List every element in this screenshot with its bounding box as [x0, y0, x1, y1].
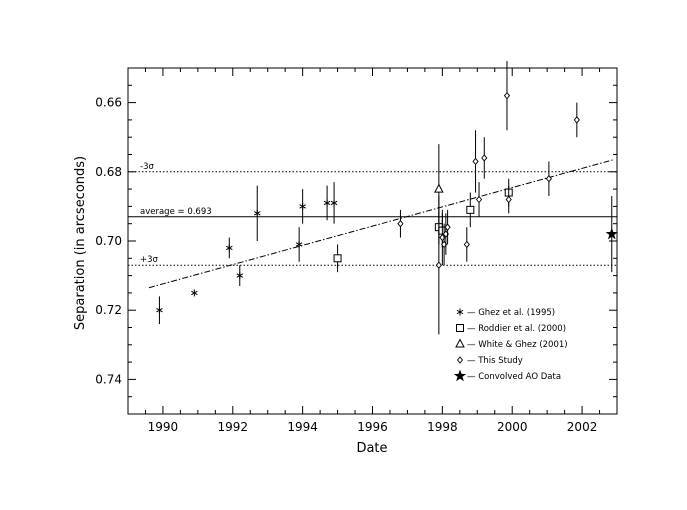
data-point-diamond — [505, 195, 512, 204]
data-point-asterisk — [323, 199, 331, 207]
data-point-diamond — [481, 154, 488, 162]
series-diamond — [397, 61, 580, 335]
series-asterisk — [156, 182, 338, 325]
data-point-asterisk — [295, 240, 303, 248]
diamond-shape — [545, 175, 552, 183]
data-point-diamond — [397, 219, 404, 228]
diamond-shape — [472, 157, 479, 166]
trend-line-group — [148, 159, 614, 289]
data-point-asterisk — [253, 209, 261, 217]
x-tick-label: 1992 — [218, 420, 249, 434]
reference-lines: average = 0.693 -3σ +3σ — [128, 162, 617, 266]
legend-marker-diamond — [456, 356, 464, 364]
square-shape — [333, 254, 342, 263]
legend-entry-label: — Roddier et al. (2000) — [467, 324, 566, 334]
y-tick-label: 0.68 — [95, 165, 122, 179]
data-point-asterisk — [191, 289, 198, 297]
data-point-diamond — [472, 157, 479, 166]
data-point-diamond — [503, 91, 511, 100]
x-tick-label: 1996 — [357, 420, 388, 434]
triangle-shape — [455, 338, 465, 348]
y-tick-label: 0.66 — [95, 96, 122, 110]
y-tick-label: 0.70 — [95, 234, 122, 248]
asterisk-stroke — [299, 204, 306, 209]
trend-line — [148, 159, 614, 289]
legend-marker-square — [456, 324, 464, 332]
asterisk-stroke — [330, 200, 338, 206]
data-point-diamond — [545, 175, 552, 183]
diamond-shape — [573, 116, 580, 124]
asterisk-stroke — [191, 290, 198, 296]
triangle-shape — [434, 183, 444, 193]
diamond-shape — [435, 261, 442, 269]
diamond-shape — [463, 240, 470, 249]
star-shape — [605, 227, 618, 240]
asterisk-stroke — [295, 242, 303, 247]
x-tick-label: 1990 — [148, 420, 179, 434]
data-point-asterisk — [330, 199, 338, 207]
star-shape — [453, 369, 467, 382]
diamond-shape — [475, 195, 483, 204]
data-points — [156, 61, 618, 335]
plot-frame — [127, 67, 618, 415]
x-axis-ticks: 1990 1992 1994 1996 1998 2000 2002 — [127, 68, 618, 434]
average-label: average = 0.693 — [140, 207, 212, 217]
legend-entry-label: — Convolved AO Data — [467, 372, 561, 382]
diamond-shape — [397, 219, 404, 228]
legend-marker-asterisk — [456, 308, 464, 316]
square-shape — [466, 205, 475, 214]
diamond-shape — [503, 91, 511, 100]
diamond-shape — [505, 195, 512, 204]
data-point-asterisk — [156, 306, 163, 314]
legend-entry-label: — Ghez et al. (1995) — [467, 308, 555, 318]
diamond-shape — [444, 223, 451, 231]
diamond-shape — [456, 356, 464, 364]
legend-entry-label: — White & Ghez (2001) — [467, 340, 568, 350]
y-axis-label: Separation (in arcseconds) — [73, 156, 88, 330]
y-tick-label: 0.74 — [95, 372, 122, 386]
legend-entry-label: — This Study — [467, 356, 523, 366]
series-star — [605, 196, 618, 273]
asterisk-stroke — [236, 273, 244, 278]
minus-3sigma-label: -3σ — [140, 162, 154, 172]
asterisk-stroke — [253, 211, 261, 216]
asterisk-stroke — [456, 309, 464, 315]
series-square — [333, 178, 513, 273]
data-point-triangle — [434, 183, 444, 193]
data-point-asterisk — [226, 244, 233, 252]
legend: — Ghez et al. (1995) — Roddier et al. (20… — [453, 308, 568, 382]
data-point-square — [333, 254, 342, 263]
legend-marker-triangle — [455, 338, 465, 348]
square-shape — [456, 324, 464, 332]
data-point-diamond — [463, 240, 470, 249]
data-point-square — [466, 205, 475, 214]
data-point-star — [605, 227, 618, 240]
y-tick-label: 0.72 — [95, 303, 122, 317]
x-tick-label: 2002 — [567, 420, 598, 434]
y-axis-ticks: 0.66 0.68 0.70 0.72 0.74 — [95, 67, 617, 415]
data-point-diamond — [444, 223, 451, 231]
x-tick-label: 2000 — [497, 420, 528, 434]
asterisk-stroke — [226, 245, 233, 251]
data-point-diamond — [573, 116, 580, 124]
asterisk-stroke — [323, 200, 331, 206]
x-axis-label: Date — [356, 441, 387, 456]
plus-3sigma-label: +3σ — [140, 255, 159, 265]
x-tick-label: 1998 — [427, 420, 458, 434]
plot-border — [127, 67, 618, 415]
data-point-asterisk — [299, 202, 306, 210]
diamond-shape — [481, 154, 488, 162]
x-tick-label: 1994 — [287, 420, 318, 434]
data-point-diamond — [435, 261, 442, 269]
asterisk-stroke — [156, 308, 163, 313]
data-point-diamond — [475, 195, 483, 204]
data-point-asterisk — [236, 272, 244, 280]
legend-marker-star — [453, 369, 467, 382]
